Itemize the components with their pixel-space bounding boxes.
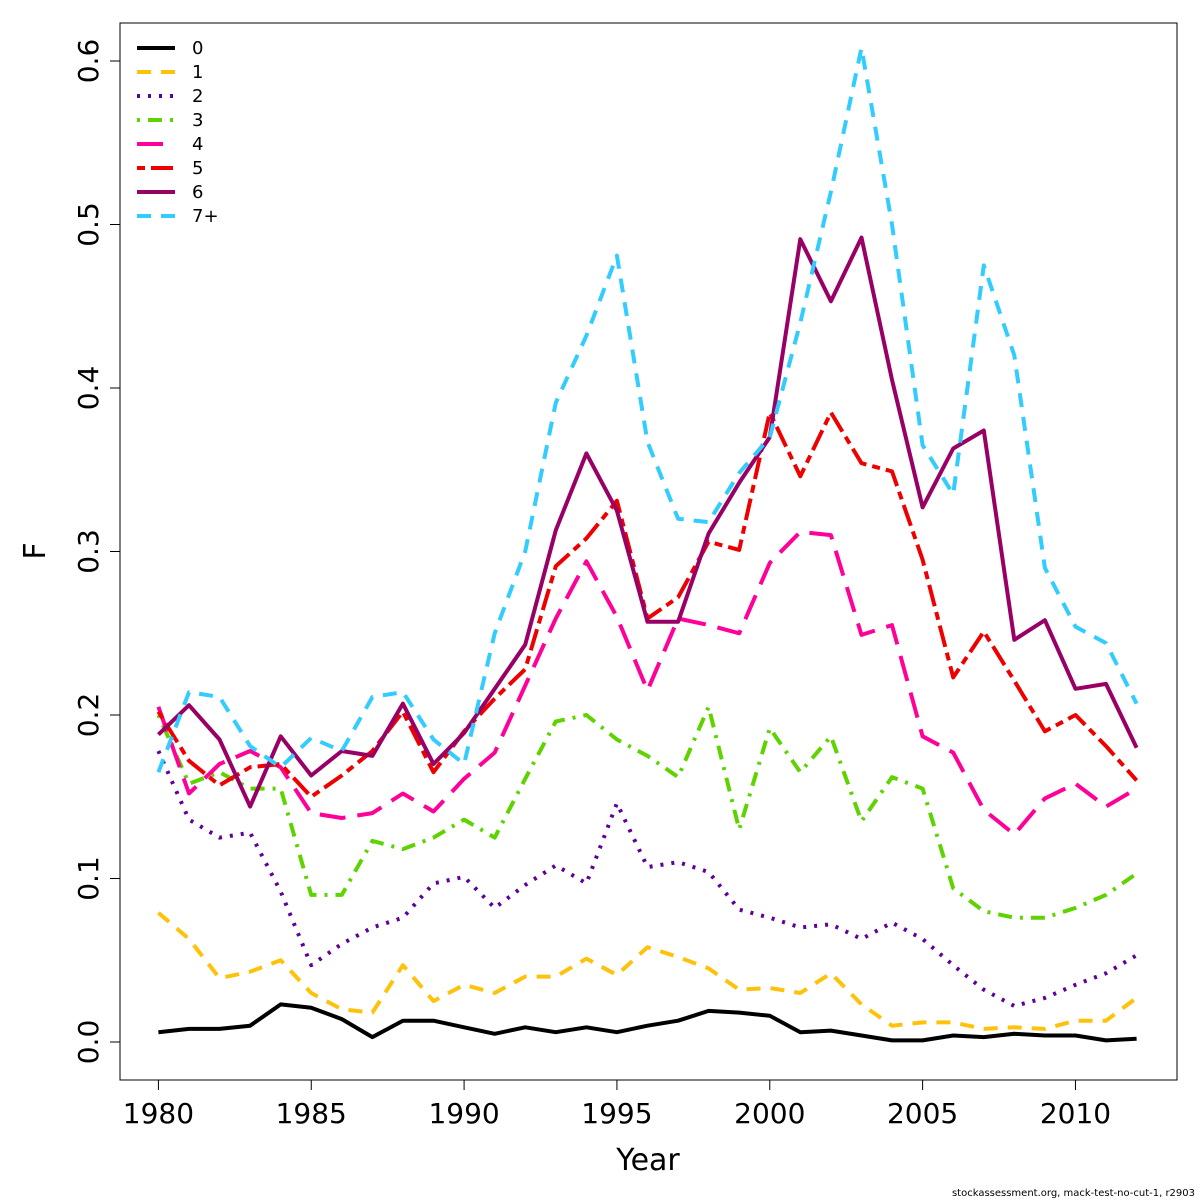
legend-label: 6 xyxy=(192,182,203,203)
x-axis: 1980 1985 1990 1995 2000 2005 2010 xyxy=(123,1080,1111,1130)
y-tick-label: 0.3 xyxy=(72,529,105,574)
y-tick-label: 0.1 xyxy=(72,856,105,901)
legend-label: 4 xyxy=(192,134,203,155)
y-tick-label: 0.5 xyxy=(72,202,105,247)
series-line-4 xyxy=(156,529,1138,837)
legend-label: 2 xyxy=(192,86,203,107)
series-line-3 xyxy=(156,704,1138,920)
series-line-1 xyxy=(157,911,1138,1031)
series-line-6 xyxy=(157,235,1139,809)
x-tick-label: 2010 xyxy=(1040,1097,1111,1130)
series-line-0 xyxy=(158,1002,1137,1043)
y-axis-title: F xyxy=(18,542,53,559)
y-tick-label: 0.4 xyxy=(72,366,105,411)
series-layer xyxy=(156,45,1139,1043)
legend-label: 0 xyxy=(192,38,203,59)
legend: 0 1 2 3 4 5 6 7+ xyxy=(137,38,219,227)
legend-label: 7+ xyxy=(192,206,219,227)
series-line-2 xyxy=(156,750,1138,1008)
legend-label: 5 xyxy=(192,158,203,179)
series-line-7plus xyxy=(156,45,1139,773)
y-tick-label: 0.2 xyxy=(72,693,105,738)
legend-label: 1 xyxy=(192,62,203,83)
x-tick-label: 2005 xyxy=(887,1097,958,1130)
x-tick-label: 1985 xyxy=(276,1097,347,1130)
y-axis: 0.0 0.1 0.2 0.3 0.4 0.5 0.6 xyxy=(72,39,120,1065)
x-tick-label: 1980 xyxy=(123,1097,194,1130)
y-tick-label: 0.6 xyxy=(72,39,105,84)
footer-credit: stockassessment.org, mack-test-no-cut-1,… xyxy=(952,1188,1195,1199)
y-tick-label: 0.0 xyxy=(72,1020,105,1065)
plot-frame xyxy=(119,22,1178,1081)
x-tick-label: 2000 xyxy=(734,1097,805,1130)
legend-label: 3 xyxy=(192,110,203,131)
x-axis-title: Year xyxy=(615,1143,680,1178)
x-tick-label: 1990 xyxy=(428,1097,499,1130)
x-tick-label: 1995 xyxy=(581,1097,652,1130)
